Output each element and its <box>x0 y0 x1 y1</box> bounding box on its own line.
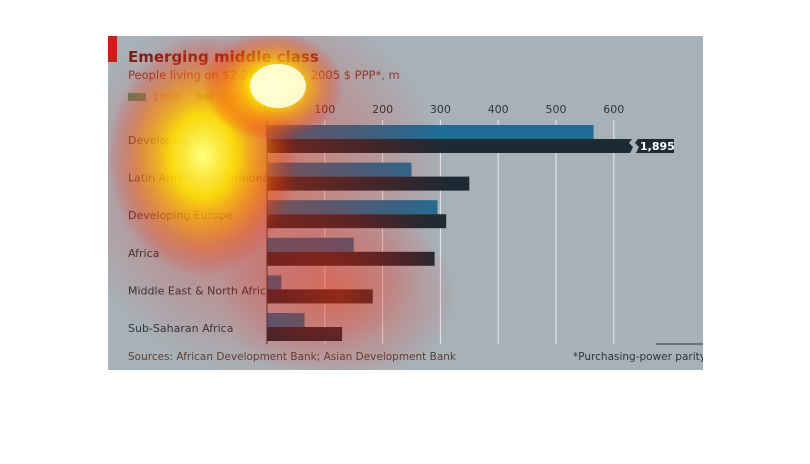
plot-area: 0 100 200 300 400 500 600 Developing Asia 1,895 L… <box>128 103 703 345</box>
x-tick-label: 300 <box>430 103 451 116</box>
axis-break-mark <box>629 139 639 153</box>
category-label: Latin America & Caribbean <box>128 172 276 185</box>
bar-2008 <box>267 214 447 229</box>
bar-1990 <box>267 125 594 139</box>
category-label: Middle East & North Africa <box>128 284 273 297</box>
bar-1990 <box>267 275 282 290</box>
bar-2008 <box>267 327 343 341</box>
bar-1990 <box>267 162 412 177</box>
category-label: Africa <box>128 247 159 260</box>
bar-2008 <box>267 251 435 266</box>
bar-2008 <box>267 289 373 304</box>
bar-1990 <box>267 200 438 215</box>
bar-2008 <box>267 176 470 191</box>
bar-value-label: 1,895 <box>640 140 675 153</box>
category-label: Developing Asia <box>128 134 217 147</box>
x-tick-label: 600 <box>603 103 624 116</box>
x-tick-label: 200 <box>372 103 393 116</box>
chart-figure: Emerging middle class People living on $… <box>108 36 703 370</box>
category-label: Developing Europe <box>128 209 233 222</box>
x-tick-label: 500 <box>546 103 567 116</box>
x-tick-label: 400 <box>488 103 509 116</box>
category-label: Sub-Saharan Africa <box>128 322 233 335</box>
bar-2008 <box>267 139 674 153</box>
x-tick-label: 100 <box>314 103 335 116</box>
source-note: Sources: African Development Bank; Asian… <box>128 351 457 363</box>
x-tick-label: 0 <box>264 103 271 116</box>
bar-1990 <box>267 237 354 252</box>
footnote: *Purchasing-power parity <box>573 351 703 363</box>
bar-1990 <box>267 313 305 327</box>
